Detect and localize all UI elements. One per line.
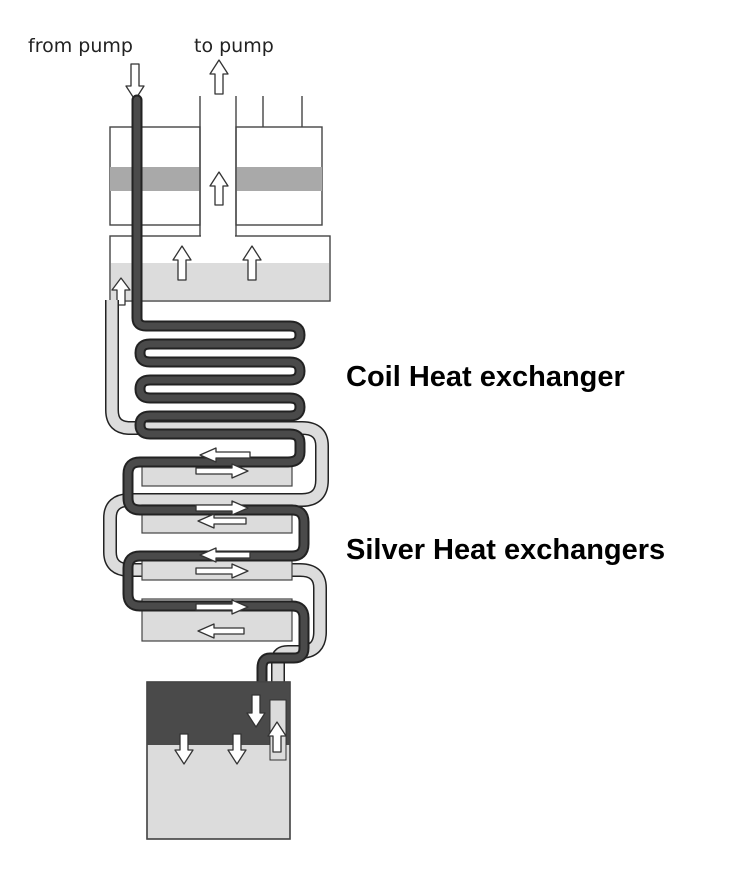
silver-heat-exchangers (141, 457, 293, 642)
arrow-right-icon (195, 500, 249, 516)
silver-heat-exchangers-label: Silver Heat exchangers (346, 534, 665, 566)
arrow-right-icon (195, 599, 249, 615)
flow-arrows-exchangers (195, 447, 251, 639)
coil-heat-exchanger (122, 94, 310, 711)
mixing-chamber (146, 681, 291, 840)
arrow-down-icon (246, 694, 266, 728)
arrow-up-icon (242, 245, 262, 281)
to-pump-label: to pump (194, 35, 274, 57)
arrow-down-icon (227, 733, 247, 765)
arrow-down-icon (174, 733, 194, 765)
arrow-left-icon (197, 513, 247, 529)
arrow-right-icon (195, 463, 249, 479)
coil-heat-exchanger-label: Coil Heat exchanger (346, 361, 625, 393)
arrow-up-icon (209, 59, 229, 95)
upper-chamber (109, 96, 323, 238)
arrow-down-icon (125, 63, 145, 101)
arrow-left-icon (197, 623, 245, 639)
arrow-up-icon (172, 245, 192, 281)
arrow-up-icon (111, 277, 131, 306)
arrow-up-icon (209, 171, 229, 206)
flow-arrows-upper (111, 59, 262, 306)
arrow-right-icon (195, 563, 249, 579)
still-chamber (109, 235, 331, 302)
arrow-left-icon (199, 547, 251, 563)
from-pump-label: from pump (28, 35, 133, 57)
arrow-left-icon (199, 447, 251, 463)
arrow-up-icon (267, 721, 287, 753)
